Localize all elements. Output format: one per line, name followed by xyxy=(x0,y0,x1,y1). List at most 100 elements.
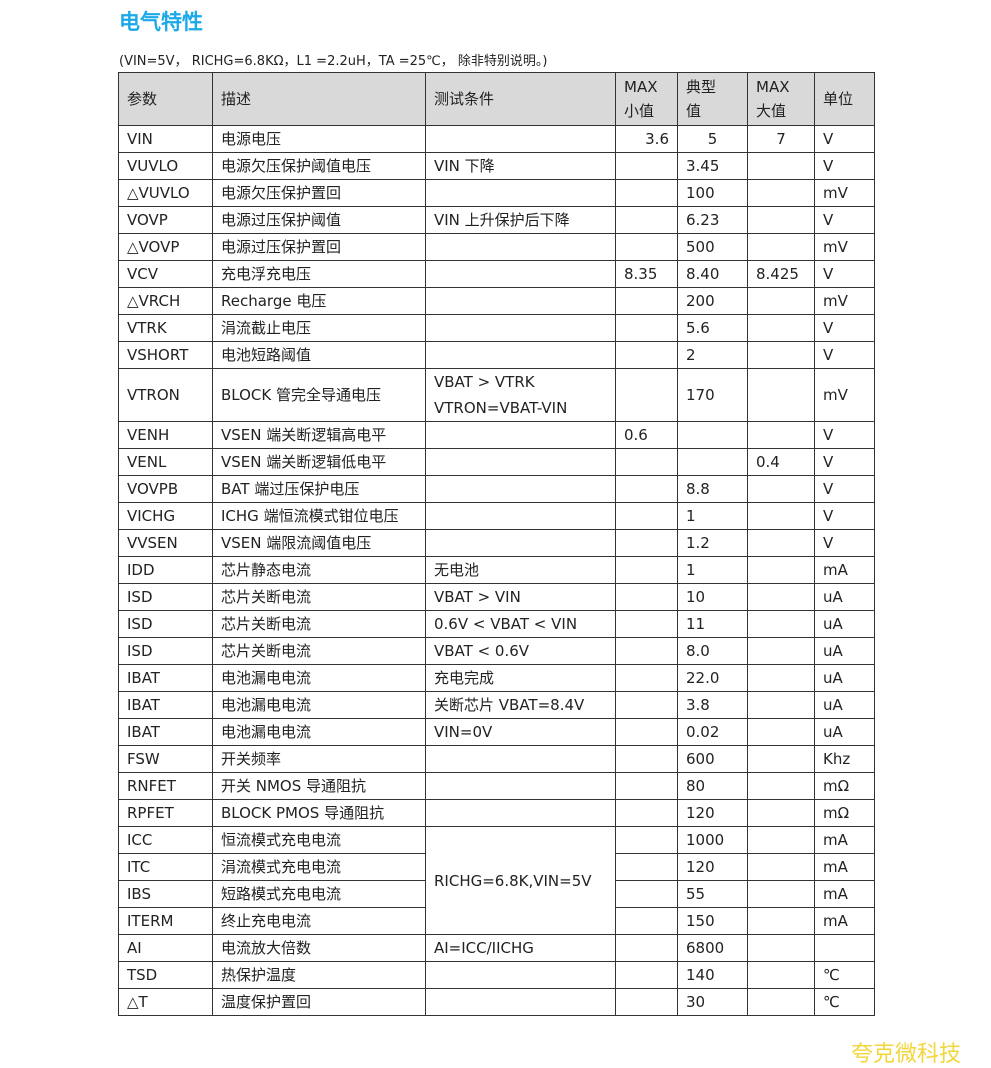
cell-param: VOVPB xyxy=(118,475,213,503)
cell-min xyxy=(615,664,678,692)
cell-typ: 2 xyxy=(677,341,748,369)
cell-test-condition: 关断芯片 VBAT=8.4V xyxy=(425,691,616,719)
cell-min xyxy=(615,314,678,342)
table-row: VOVPB BAT 端过压保护电压 8.8 V xyxy=(118,475,875,503)
cell-max xyxy=(747,934,815,962)
cell-unit: mV xyxy=(814,179,875,207)
cell-unit: mΩ xyxy=(814,799,875,827)
cell-param: IBAT xyxy=(118,718,213,746)
cell-description: 恒流模式充电电流 xyxy=(212,826,426,854)
cell-description: 电源过压保护阈值 xyxy=(212,206,426,234)
table-row: FSW 开关频率 600 Khz xyxy=(118,745,875,773)
cell-description: BLOCK 管完全导通电压 xyxy=(212,368,426,422)
cell-typ: 8.40 xyxy=(677,260,748,288)
cell-max xyxy=(747,718,815,746)
cell-param: VCV xyxy=(118,260,213,288)
cell-description: 芯片关断电流 xyxy=(212,583,426,611)
cell-test-condition xyxy=(425,745,616,773)
cell-param: △VRCH xyxy=(118,287,213,315)
cell-min xyxy=(615,610,678,638)
cell-test-condition xyxy=(425,448,616,476)
cell-min: 0.6 xyxy=(615,421,678,449)
cell-unit: mΩ xyxy=(814,772,875,800)
table-row: IBAT 电池漏电电流 VIN=0V 0.02 uA xyxy=(118,718,875,746)
cell-param: VICHG xyxy=(118,502,213,530)
cell-max xyxy=(747,206,815,234)
header-min: MAX 小值 xyxy=(615,72,678,126)
cell-typ: 1 xyxy=(677,502,748,530)
table-row: ICC 恒流模式充电电流 RICHG=6.8K,VIN=5V 1000 mA xyxy=(118,826,875,935)
table-row: △VRCH Recharge 电压 200 mV xyxy=(118,287,875,315)
cell-description: 涓流模式充电电流 xyxy=(212,853,426,881)
table-row: VENH VSEN 端关断逻辑高电平 0.6 V xyxy=(118,421,875,449)
table-row: VTRK 涓流截止电压 5.6 V xyxy=(118,314,875,342)
cell-max xyxy=(747,529,815,557)
cell-description: 短路模式充电电流 xyxy=(212,880,426,908)
cell-unit: ℃ xyxy=(814,961,875,989)
cell-description: 涓流截止电压 xyxy=(212,314,426,342)
cell-test-condition xyxy=(425,233,616,261)
cell-description: 芯片静态电流 xyxy=(212,556,426,584)
cell-test-condition xyxy=(425,287,616,315)
cell-min xyxy=(615,529,678,557)
cell-typ: 5.6 xyxy=(677,314,748,342)
cell-description: 电池漏电电流 xyxy=(212,718,426,746)
cell-min xyxy=(615,583,678,611)
cell-unit: mV xyxy=(814,287,875,315)
cell-param: RNFET xyxy=(118,772,213,800)
cell-description: 电流放大倍数 xyxy=(212,934,426,962)
cell-min xyxy=(615,448,678,476)
cell-typ: 5 xyxy=(677,125,748,153)
cell-description: 电源欠压保护置回 xyxy=(212,179,426,207)
header-test-condition: 测试条件 xyxy=(425,72,616,126)
cell-typ: 500 xyxy=(677,233,748,261)
cell-description: VSEN 端关断逻辑高电平 xyxy=(212,421,426,449)
cell-description: VSEN 端关断逻辑低电平 xyxy=(212,448,426,476)
table-row: IBAT 电池漏电电流 关断芯片 VBAT=8.4V 3.8 uA xyxy=(118,691,875,719)
cell-typ: 150 xyxy=(677,907,748,935)
cell-max xyxy=(747,826,815,854)
cell-param: VENL xyxy=(118,448,213,476)
cell-test-condition: VBAT > VTRK VTRON=VBAT-VIN xyxy=(425,368,616,422)
cell-min xyxy=(615,368,678,422)
cell-param: RPFET xyxy=(118,799,213,827)
cell-test-condition xyxy=(425,125,616,153)
cell-param: ISD xyxy=(118,610,213,638)
cell-unit: uA xyxy=(814,691,875,719)
cell-min xyxy=(615,691,678,719)
cell-description: 芯片关断电流 xyxy=(212,637,426,665)
cell-param: VIN xyxy=(118,125,213,153)
cell-test-condition: VIN 上升保护后下降 xyxy=(425,206,616,234)
cell-typ: 0.02 xyxy=(677,718,748,746)
table-row: ISD 芯片关断电流 VBAT < 0.6V 8.0 uA xyxy=(118,637,875,665)
cell-max xyxy=(747,907,815,935)
cell-min xyxy=(615,287,678,315)
cell-min xyxy=(615,772,678,800)
section-title: 电气特性 xyxy=(119,10,203,34)
cell-unit: mA xyxy=(814,556,875,584)
cell-param: VTRK xyxy=(118,314,213,342)
cell-unit: mA xyxy=(814,853,875,881)
table-row: VUVLO 电源欠压保护阈值电压 VIN 下降 3.45 V xyxy=(118,152,875,180)
cell-max xyxy=(747,772,815,800)
cell-min xyxy=(615,826,678,854)
cell-max: 7 xyxy=(747,125,815,153)
cell-description: 开关频率 xyxy=(212,745,426,773)
table-row: ITERM 终止充电电流 150 mA xyxy=(118,907,875,935)
table-row: VCV 充电浮充电压 8.35 8.40 8.425 V xyxy=(118,260,875,288)
cell-typ: 8.8 xyxy=(677,475,748,503)
cell-max xyxy=(747,475,815,503)
cell-param: ITC xyxy=(118,853,213,881)
table-row: △VOVP 电源过压保护置回 500 mV xyxy=(118,233,875,261)
header-description: 描述 xyxy=(212,72,426,126)
cell-unit: mA xyxy=(814,826,875,854)
cell-unit: uA xyxy=(814,610,875,638)
electrical-characteristics-table: 参数 描述 测试条件 MAX 小值 典型值 MAX 大值 单位 VIN 电源电压 3.6 5 7 V VUV… xyxy=(118,72,875,1016)
cell-max xyxy=(747,179,815,207)
table-row: △VUVLO 电源欠压保护置回 100 mV xyxy=(118,179,875,207)
cell-description: ICHG 端恒流模式钳位电压 xyxy=(212,502,426,530)
table-row: VIN 电源电压 3.6 5 7 V xyxy=(118,125,875,153)
cell-min xyxy=(615,475,678,503)
cell-typ: 1 xyxy=(677,556,748,584)
cell-max xyxy=(747,556,815,584)
